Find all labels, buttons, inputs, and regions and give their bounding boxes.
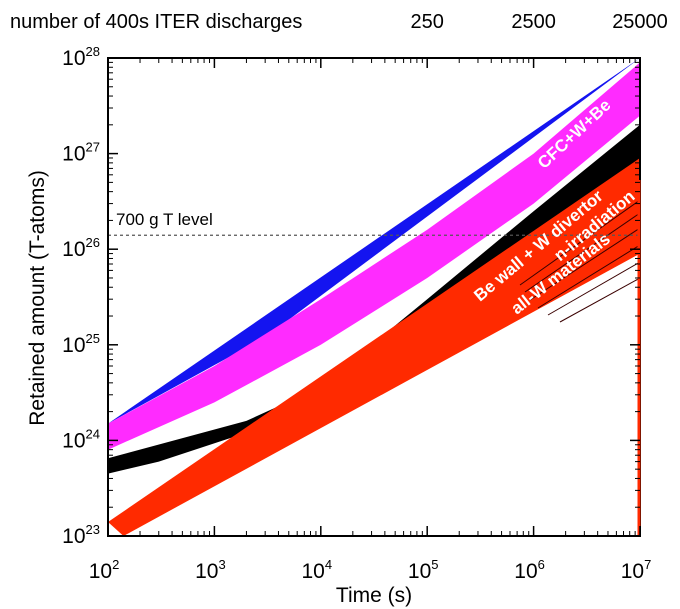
hatch-line xyxy=(559,277,640,323)
x-axis-title: Time (s) xyxy=(336,584,412,607)
y-tick-label: 1024 xyxy=(62,426,100,452)
x-tick-label: 106 xyxy=(514,557,545,583)
hatch-line xyxy=(537,244,640,309)
band-all-w-materials xyxy=(108,158,640,536)
hatch-line xyxy=(524,212,640,293)
y-tick-label: 1026 xyxy=(62,235,100,261)
y-axis-title: Retained amount (T-atoms) xyxy=(26,170,49,426)
y-tick-label: 1023 xyxy=(62,522,100,548)
hatch-line xyxy=(529,227,640,301)
y-tick-label: 1027 xyxy=(62,140,100,166)
top-axis-tick-label: 25000 xyxy=(612,11,668,33)
hatch-line xyxy=(519,199,640,286)
top-axis-ticks: 250 2500 25000 xyxy=(411,11,668,33)
band-all-c-materials xyxy=(108,58,640,424)
top-axis-tick-label: 2500 xyxy=(511,11,556,33)
n-irradiation-hatch xyxy=(519,199,640,323)
hatch-line xyxy=(547,261,640,316)
top-axis-tick-label: 250 xyxy=(411,11,444,33)
y-tick-label: 1028 xyxy=(62,44,100,70)
reference-line-label: 700 g T level xyxy=(116,210,213,229)
top-axis-title: number of 400s ITER discharges xyxy=(10,11,302,33)
data-bands xyxy=(108,58,640,536)
band-cfc-w-be xyxy=(108,62,640,450)
y-tick-label: 1025 xyxy=(62,331,100,357)
y-axis-ticks: 1023 1024 1025 1026 1027 1028 xyxy=(62,44,640,548)
